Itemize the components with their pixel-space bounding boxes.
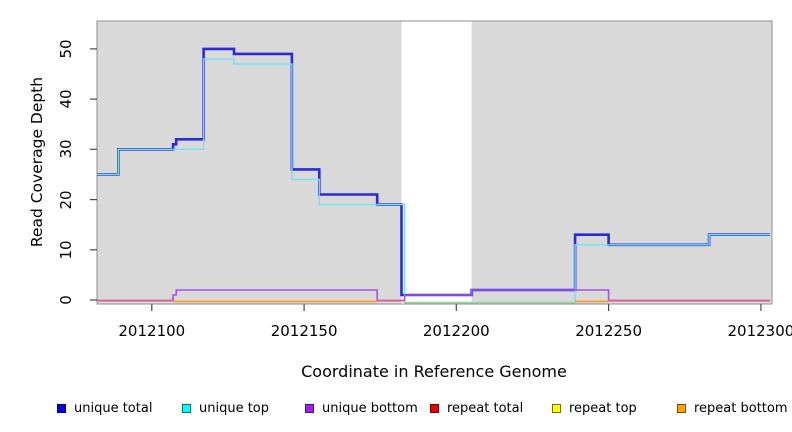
legend-item-unique-bottom: unique bottom <box>305 400 418 416</box>
legend-swatch <box>182 403 191 413</box>
y-tick-label: 30 <box>57 139 75 159</box>
legend-swatch <box>57 403 66 413</box>
x-tick-label: 2012100 <box>118 322 186 340</box>
y-tick-label: 40 <box>57 89 75 109</box>
y-tick-label: 20 <box>57 190 75 210</box>
legend-label: repeat total <box>447 400 524 416</box>
legend-item-repeat-total: repeat total <box>430 400 523 416</box>
legend-swatch <box>677 403 686 413</box>
plot-border <box>96 20 773 305</box>
highlight-band <box>401 21 472 304</box>
x-axis-title: Coordinate in Reference Genome <box>301 362 567 381</box>
x-tick-label: 2012300 <box>727 322 792 340</box>
legend-item-unique-total: unique total <box>57 400 152 416</box>
series-unique-top <box>97 58 770 304</box>
legend-label: unique total <box>74 400 153 416</box>
legend-swatch <box>430 403 439 413</box>
legend-item-repeat-top: repeat top <box>552 400 637 416</box>
x-tick-label: 2012200 <box>422 322 490 340</box>
legend-label: repeat top <box>569 400 637 416</box>
legend-item-unique-top: unique top <box>182 400 269 416</box>
y-tick-label: 0 <box>57 295 75 305</box>
legend-swatch <box>552 403 561 413</box>
legend-swatch <box>305 403 314 413</box>
x-tick-label: 2012250 <box>575 322 642 340</box>
x-tick-label: 2012150 <box>270 322 338 340</box>
y-tick-label: 50 <box>57 39 75 59</box>
legend-label: unique bottom <box>322 400 418 416</box>
legend-label: repeat bottom <box>694 400 788 416</box>
legend-item-repeat-bottom: repeat bottom <box>677 400 788 416</box>
legend-label: unique top <box>199 400 270 416</box>
y-axis-title: Read Coverage Depth <box>28 76 46 248</box>
y-tick-label: 10 <box>57 240 75 260</box>
